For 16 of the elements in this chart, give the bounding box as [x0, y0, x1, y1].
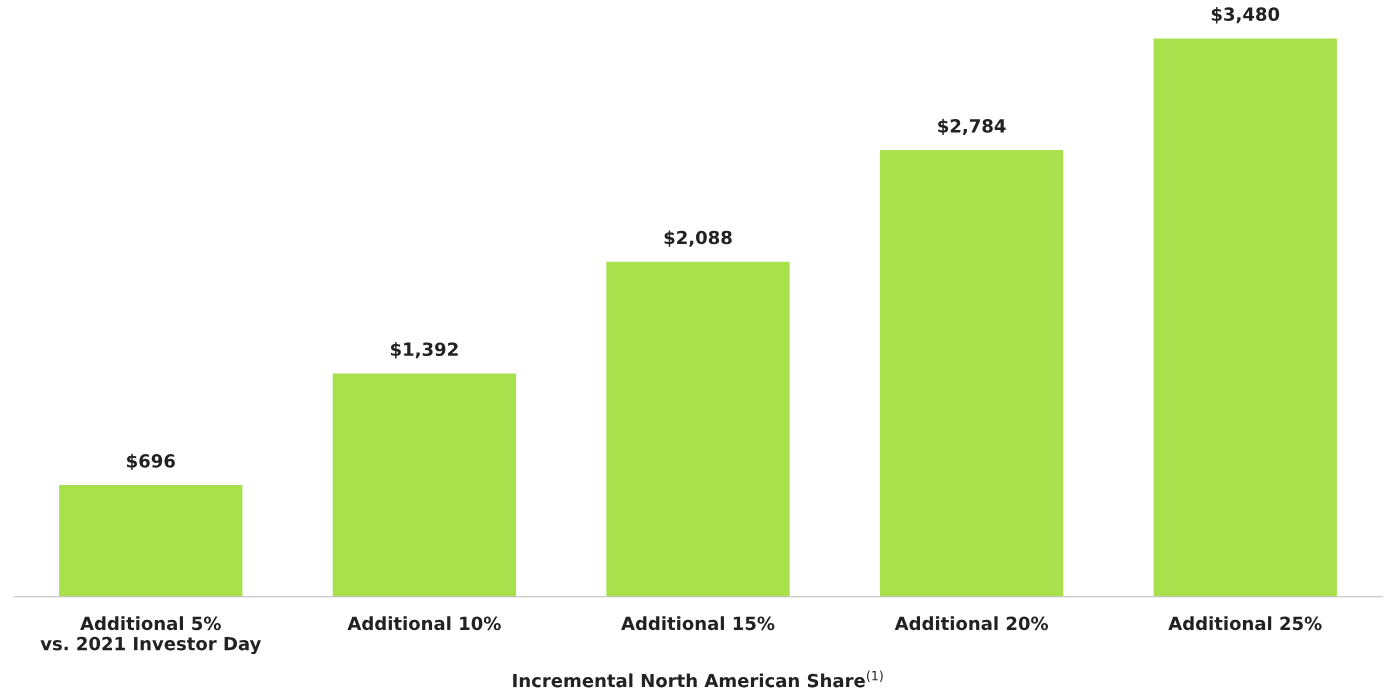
- data-label: $2,088: [664, 230, 732, 247]
- data-label: $1,392: [390, 342, 458, 359]
- bar: [59, 485, 243, 597]
- data-label: $3,480: [1211, 7, 1280, 24]
- x-tick-label: Additional 10%: [347, 616, 501, 631]
- x-tick-label: Additional 15%: [621, 616, 775, 631]
- bar: [606, 261, 790, 597]
- bar: [879, 150, 1064, 597]
- x-tick-label: Additional 20%: [894, 616, 1049, 631]
- data-label: $2,784: [938, 118, 1006, 136]
- bar: [332, 373, 517, 597]
- x-tick-label: Additional 25%: [1168, 616, 1322, 631]
- x-axis-title: Incremental North American Share$^{(1)}$: [513, 670, 883, 688]
- bar: [1153, 38, 1337, 597]
- x-tick-label: Additional 5% vs. 2021 Investor Day: [40, 616, 262, 655]
- data-label: $696: [127, 453, 175, 471]
